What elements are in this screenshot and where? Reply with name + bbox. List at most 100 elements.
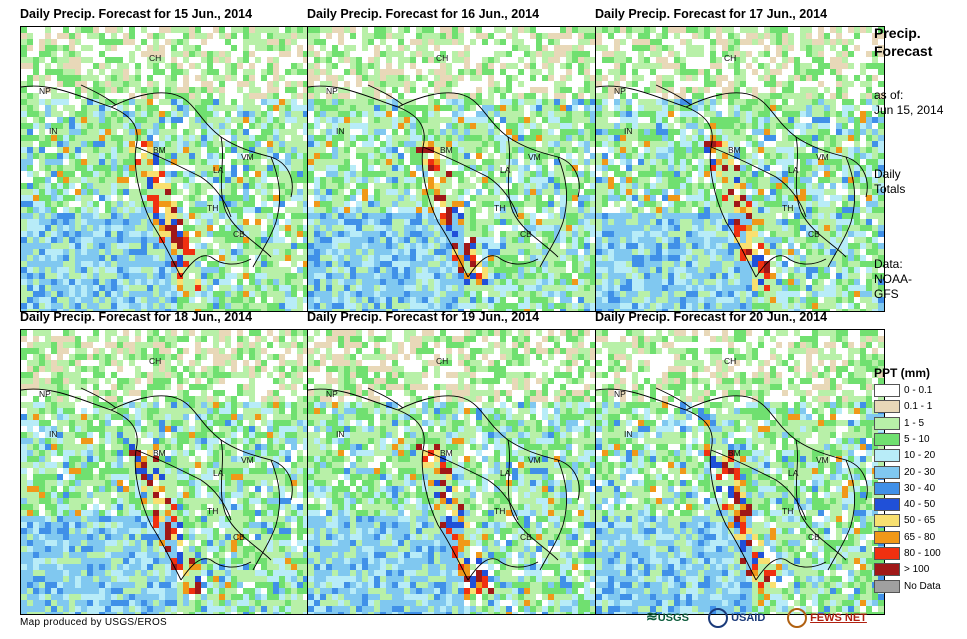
precip-cell: [231, 237, 237, 243]
precip-cell: [51, 81, 57, 87]
precip-cell: [225, 93, 231, 99]
precip-cell: [368, 213, 374, 219]
precip-cell: [63, 309, 69, 311]
precip-cell: [536, 225, 542, 231]
precip-cell: [159, 231, 165, 237]
precip-cell: [51, 249, 57, 255]
precip-cell: [27, 135, 33, 141]
precip-cell: [788, 39, 794, 45]
precip-cell: [81, 213, 87, 219]
precip-cell: [320, 99, 326, 105]
precip-cell: [207, 243, 213, 249]
precip-cell: [117, 297, 123, 303]
precip-cell: [488, 213, 494, 219]
precip-cell: [261, 219, 267, 225]
precip-cell: [99, 159, 105, 165]
precip-cell: [716, 27, 722, 33]
precip-cell: [554, 297, 560, 303]
precip-cell: [758, 27, 764, 33]
precip-cell: [326, 309, 332, 311]
precip-cell: [261, 147, 267, 153]
precip-cell: [464, 33, 470, 39]
precip-cell: [542, 279, 548, 285]
precip-cell: [273, 111, 279, 117]
precip-cell: [93, 309, 99, 311]
precip-cell: [614, 27, 620, 33]
precip-cell: [57, 207, 63, 213]
precip-cell: [51, 123, 57, 129]
precip-cell: [530, 261, 536, 267]
precip-cell: [279, 171, 285, 177]
precip-cell: [458, 219, 464, 225]
precip-cell: [584, 285, 590, 291]
precip-cell: [500, 57, 506, 63]
precip-cell: [75, 177, 81, 183]
precip-cell: [560, 141, 566, 147]
precip-cell: [87, 111, 93, 117]
precip-cell: [512, 183, 518, 189]
precip-cell: [249, 255, 255, 261]
precip-cell: [320, 201, 326, 207]
precip-cell: [506, 297, 512, 303]
precip-cell: [225, 123, 231, 129]
precip-cell: [440, 243, 446, 249]
precip-cell: [237, 237, 243, 243]
precip-cell: [285, 249, 291, 255]
precip-cell: [147, 45, 153, 51]
precip-cell: [566, 225, 572, 231]
precip-cell: [512, 123, 518, 129]
precip-cell: [147, 123, 153, 129]
precip-cell: [213, 189, 219, 195]
precip-cell: [326, 159, 332, 165]
precip-cell: [320, 165, 326, 171]
precip-cell: [548, 303, 554, 309]
precip-cell: [650, 33, 656, 39]
precip-cell: [362, 81, 368, 87]
precip-cell: [237, 255, 243, 261]
precip-cell: [536, 249, 542, 255]
precip-cell: [482, 75, 488, 81]
precip-cell: [578, 225, 584, 231]
precip-cell: [129, 303, 135, 309]
precip-cell: [177, 303, 183, 309]
precip-cell: [548, 99, 554, 105]
precip-cell: [105, 213, 111, 219]
precip-cell: [560, 111, 566, 117]
precip-cell: [338, 99, 344, 105]
precip-cell: [219, 201, 225, 207]
precip-cell: [320, 123, 326, 129]
precip-cell: [536, 33, 542, 39]
precip-cell: [458, 87, 464, 93]
precip-cell: [548, 279, 554, 285]
precip-cell: [452, 267, 458, 273]
precip-cell: [207, 135, 213, 141]
precip-cell: [45, 129, 51, 135]
precip-cell: [291, 147, 297, 153]
precip-cell: [111, 213, 117, 219]
precip-cell: [842, 51, 848, 57]
precip-cell: [428, 285, 434, 291]
precip-cell: [800, 45, 806, 51]
precip-cell: [213, 75, 219, 81]
precip-cell: [320, 45, 326, 51]
precip-cell: [279, 219, 285, 225]
precip-cell: [147, 159, 153, 165]
precip-cell: [470, 285, 476, 291]
precip-cell: [650, 45, 656, 51]
precip-cell: [123, 207, 129, 213]
precip-cell: [21, 27, 27, 33]
precip-cell: [165, 219, 171, 225]
precip-cell: [45, 159, 51, 165]
precip-cell: [291, 165, 297, 171]
precip-cell: [530, 87, 536, 93]
precip-cell: [117, 195, 123, 201]
precip-cell: [332, 159, 338, 165]
precip-cell: [303, 69, 309, 75]
precip-cell: [542, 285, 548, 291]
precip-cell: [81, 105, 87, 111]
precip-cell: [69, 87, 75, 93]
precip-cell: [69, 279, 75, 285]
precip-cell: [458, 57, 464, 63]
precip-cell: [386, 51, 392, 57]
precip-cell: [219, 129, 225, 135]
